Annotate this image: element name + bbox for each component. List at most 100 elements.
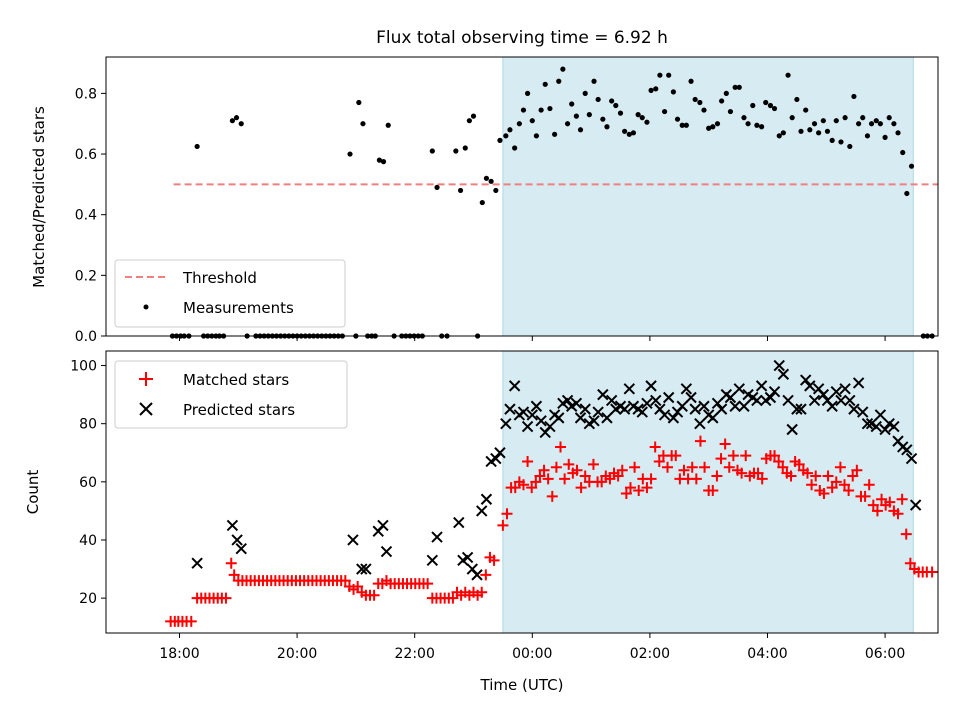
matched-stars-point <box>830 476 842 488</box>
measurement-point <box>701 107 707 113</box>
measurement-point <box>873 118 879 124</box>
measurement-point <box>347 151 353 157</box>
measurement-point <box>661 108 668 115</box>
predicted-stars-point <box>879 423 891 436</box>
matched-stars-point <box>501 508 513 520</box>
matched-stars-point <box>777 461 789 473</box>
predicted-stars-point <box>715 403 728 415</box>
measurement-point <box>900 149 906 156</box>
matched-stars-point <box>826 482 838 494</box>
matched-stars-point <box>559 473 571 485</box>
predicted-stars-point <box>835 394 847 407</box>
predicted-stars-point <box>618 403 631 415</box>
matched-stars-point <box>670 450 682 462</box>
measurement-point <box>639 115 645 121</box>
measurement-point <box>719 98 725 104</box>
predicted-stars-point <box>729 400 741 412</box>
predicted-stars-point <box>592 406 604 418</box>
measurement-point <box>644 119 650 125</box>
matched-stars-point <box>563 458 575 470</box>
measurement-point <box>771 105 778 112</box>
matched-stars-point <box>480 569 492 581</box>
predicted-stars-point <box>574 412 587 424</box>
measurement-point <box>688 78 694 84</box>
matched-stars-point <box>488 554 500 566</box>
measurement-point <box>564 121 571 127</box>
measurement-point <box>767 102 774 109</box>
y-tick-label: 0.2 <box>75 268 97 284</box>
measurement-point <box>692 96 698 103</box>
measurement-point <box>556 78 562 84</box>
measurement-point <box>864 133 871 139</box>
measurement-point <box>609 98 615 104</box>
measurement-point <box>635 112 641 118</box>
matched-stars-point <box>185 615 197 627</box>
predicted-stars-point <box>360 563 372 575</box>
measurement-point <box>657 72 663 78</box>
predicted-stars-point <box>764 391 777 404</box>
matched-stars-point <box>727 450 739 462</box>
matched-stars-point <box>447 592 459 604</box>
ratio-legend: Threshold Measurements <box>114 259 346 328</box>
count-legend: Matched stars Predicted stars <box>114 360 348 429</box>
predicted-stars-point <box>650 394 662 407</box>
measurement-point <box>683 122 689 128</box>
matched-stars-point <box>422 578 434 590</box>
predicted-stars-point <box>588 415 600 427</box>
x-tick-label: 04:00 <box>747 646 787 662</box>
matched-stars-point <box>900 528 912 540</box>
predicted-stars-point <box>755 380 768 392</box>
measurement-point <box>520 107 527 113</box>
measurement-point <box>736 84 742 90</box>
predicted-stars-point <box>874 409 887 421</box>
matched-stars-point <box>624 482 636 494</box>
matched-stars-point <box>571 464 583 476</box>
matched-stars-point <box>645 473 657 485</box>
matched-stars-point <box>867 499 879 511</box>
measurement-point <box>785 72 791 78</box>
predicted-stars-point <box>839 383 851 395</box>
matched-stars-point <box>756 473 768 485</box>
predicted-stars-point <box>471 569 483 581</box>
predicted-stars-point <box>852 377 865 389</box>
x-tick-label: 20:00 <box>277 646 317 662</box>
y-tick-label: 80 <box>79 417 97 433</box>
matched-stars-point <box>526 482 538 494</box>
predicted-stars-point <box>667 412 680 424</box>
predicted-stars-point <box>645 380 657 392</box>
measurement-point <box>604 124 610 130</box>
threshold-legend-label: Threshold <box>182 269 257 287</box>
predicted-stars-point <box>804 380 816 392</box>
predicted-stars-point <box>521 420 534 433</box>
matched-stars-point <box>641 482 653 494</box>
matched-stars-point <box>871 505 883 517</box>
predicted-stars-point <box>905 452 918 465</box>
matched-stars-point <box>550 461 562 473</box>
predicted-stars-point <box>601 412 613 424</box>
y-tick-label: 0.6 <box>75 147 97 163</box>
predicted-stars-point <box>347 534 359 546</box>
measurement-point <box>516 121 522 127</box>
measurement-point <box>470 113 477 119</box>
matched-stars-point <box>719 438 731 450</box>
matched-stars-point <box>368 589 380 601</box>
measurement-point <box>842 115 848 121</box>
measurement-point <box>360 121 366 127</box>
predicted-stars-point <box>461 551 474 564</box>
predicted-legend-marker <box>139 402 153 416</box>
predicted-stars-point <box>680 383 693 395</box>
matched-stars-point <box>851 464 863 476</box>
measurement-point <box>356 99 362 106</box>
measurement-point <box>710 124 716 130</box>
predicted-stars-point <box>579 403 591 415</box>
x-tick-label: 02:00 <box>630 646 670 662</box>
matched-stars-point <box>678 464 690 476</box>
measurement-point <box>582 90 588 96</box>
predicted-stars-point <box>694 417 706 430</box>
matched-stars-point <box>686 461 698 473</box>
matched-stars-point <box>616 464 628 476</box>
x-axis-label: Time (UTC) <box>480 676 564 694</box>
measurement-point <box>569 101 575 107</box>
matched-stars-point <box>843 485 855 497</box>
measurement-point <box>630 130 637 136</box>
